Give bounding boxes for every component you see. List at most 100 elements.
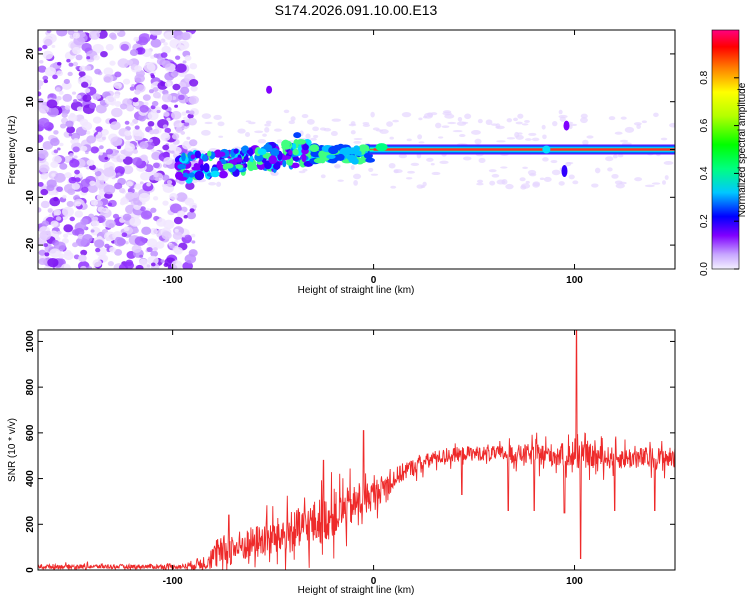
faint-blob — [441, 125, 450, 128]
band-blob — [282, 159, 287, 168]
noise-blob — [61, 112, 68, 118]
colorbar-ticks: 0.0 0.2 0.4 0.6 0.8 — [699, 70, 739, 276]
faint-blob — [489, 180, 496, 186]
snr-y-tick-label: 200 — [25, 516, 36, 533]
faint-blob — [418, 141, 425, 144]
spectrogram-content — [38, 30, 675, 269]
noise-blob — [38, 249, 46, 256]
faint-blob — [353, 137, 363, 141]
noise-blob — [50, 137, 60, 146]
noise-blob — [143, 101, 149, 106]
noise-blob — [169, 203, 182, 214]
spectrogram-y-tick-label: 20 — [25, 48, 36, 60]
noise-blob — [134, 125, 140, 130]
noise-blob — [182, 60, 187, 64]
faint-blob — [254, 130, 264, 134]
noise-blob — [72, 242, 79, 248]
band-blob — [301, 153, 307, 163]
faint-blob — [457, 117, 463, 122]
spectrogram-x-tick-label: 100 — [566, 275, 583, 286]
faint-blob — [237, 128, 246, 134]
noise-blob — [92, 43, 104, 54]
faint-blob — [362, 123, 371, 127]
signal-spike-blob — [375, 143, 388, 152]
colorbar-tick-label: 0.0 — [699, 262, 710, 276]
noise-blob — [186, 136, 191, 140]
noise-blob — [80, 218, 89, 226]
band-blob — [296, 139, 307, 145]
noise-blob — [175, 55, 181, 60]
noise-blob — [186, 211, 197, 220]
noise-blob — [42, 75, 49, 81]
band-blob — [203, 163, 210, 173]
noise-blob — [94, 239, 105, 248]
faint-blob — [496, 140, 506, 143]
faint-blob — [651, 182, 661, 185]
noise-blob — [161, 174, 170, 181]
noise-blob — [184, 55, 192, 61]
faint-blob — [410, 162, 420, 167]
noise-blob — [69, 158, 80, 168]
noise-blob — [89, 180, 96, 186]
noise-blob — [56, 70, 64, 77]
faint-blob — [405, 177, 413, 180]
noise-blob — [146, 238, 158, 248]
faint-blob — [389, 136, 394, 140]
faint-blob — [565, 162, 572, 167]
noise-blob — [63, 251, 74, 261]
noise-blob — [92, 216, 99, 222]
noise-blob — [173, 119, 183, 128]
noise-blob — [82, 233, 93, 243]
faint-blob — [543, 176, 552, 182]
noise-blob — [62, 206, 74, 217]
noise-blob — [153, 53, 159, 58]
faint-blob — [439, 160, 449, 165]
noise-blob — [163, 111, 170, 117]
noise-blob — [114, 100, 122, 107]
noise-blob — [68, 114, 78, 122]
faint-blob — [528, 132, 537, 136]
noise-blob — [173, 216, 183, 225]
noise-blob — [76, 94, 82, 100]
noise-blob — [113, 82, 122, 90]
spectrogram-ragged-band — [174, 138, 378, 184]
noise-blob — [185, 110, 190, 114]
noise-blob — [105, 219, 116, 229]
noise-blob — [51, 173, 56, 177]
colorbar-frame — [711, 29, 740, 270]
noise-blob — [84, 65, 92, 71]
noise-blob — [180, 32, 191, 41]
band-blob — [191, 166, 201, 171]
noise-blob — [110, 121, 121, 131]
noise-blob — [120, 43, 129, 51]
faint-blob — [464, 113, 472, 120]
faint-blob — [663, 161, 674, 165]
faint-blob — [309, 137, 317, 141]
noise-blob — [38, 181, 44, 187]
noise-blob — [155, 241, 165, 249]
noise-blob — [38, 149, 49, 159]
noise-blob — [137, 158, 142, 162]
noise-blob — [161, 132, 170, 139]
noise-blob — [117, 58, 130, 68]
spectrogram-y-tick-label: -10 — [25, 190, 36, 205]
noise-blob — [189, 110, 195, 115]
noise-blob — [102, 207, 109, 214]
noise-blob — [47, 208, 53, 213]
noise-blob — [149, 30, 162, 36]
faint-blob — [478, 157, 486, 164]
noise-blob — [140, 210, 153, 220]
noise-blob — [74, 169, 80, 175]
faint-blob — [608, 116, 616, 121]
noise-blob — [119, 154, 126, 160]
band-blob — [281, 139, 291, 150]
band-blob — [328, 146, 339, 155]
faint-blob — [558, 109, 563, 115]
noise-blob — [67, 30, 75, 36]
band-blob — [313, 157, 325, 164]
noise-blob — [93, 54, 100, 61]
band-blob — [210, 170, 220, 178]
spectrogram-y-tick-label: 10 — [25, 96, 36, 108]
faint-blob — [350, 130, 356, 135]
noise-blob — [160, 38, 166, 44]
